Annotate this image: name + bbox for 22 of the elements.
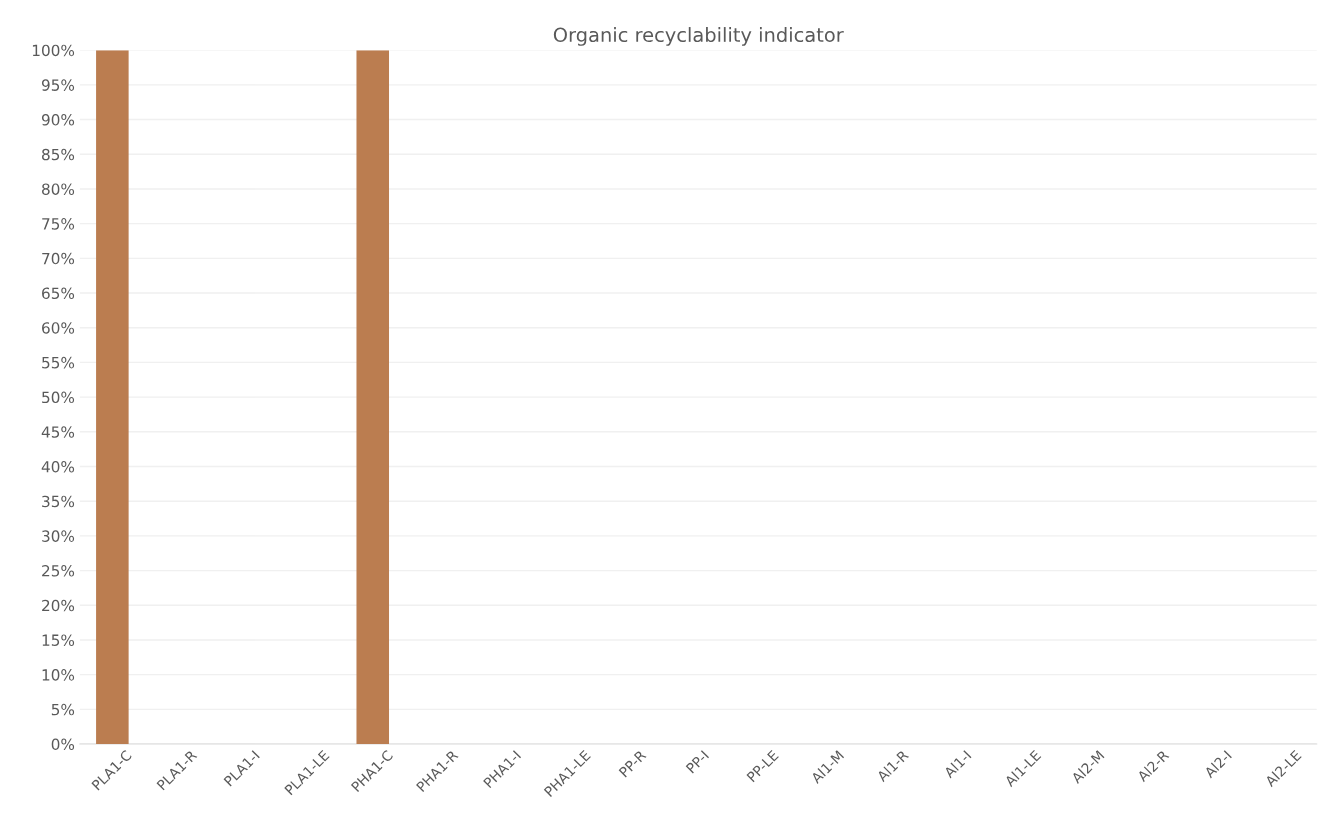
y-tick-label: 10%: [42, 669, 75, 681]
chart-title: Organic recyclability indicator: [553, 27, 844, 46]
y-tick-label: 5%: [51, 703, 75, 716]
y-tick-label: 95%: [41, 79, 75, 91]
y-tick-label: 60%: [42, 322, 75, 334]
y-tick-label: 90%: [41, 114, 75, 126]
y-tick-label: 40%: [41, 460, 75, 473]
y-tick-label: 0%: [51, 738, 75, 751]
y-tick-label: 75%: [42, 218, 75, 230]
y-tick-label: 15%: [42, 634, 75, 646]
y-tick-label: 85%: [42, 148, 75, 161]
y-tick-label: 45%: [41, 426, 75, 438]
y-tick-label: 55%: [42, 356, 75, 369]
y-tick-label: 65%: [42, 287, 75, 300]
y-tick-label: 70%: [42, 252, 75, 265]
y-tick-label: 25%: [42, 565, 75, 577]
y-tick-label: 20%: [42, 599, 75, 612]
y-tick-label: 80%: [42, 183, 75, 195]
y-tick-label: 100%: [32, 44, 75, 57]
y-tick-label: 30%: [42, 530, 75, 542]
y-tick-label: 50%: [42, 391, 75, 404]
y-tick-label: 35%: [42, 495, 75, 508]
